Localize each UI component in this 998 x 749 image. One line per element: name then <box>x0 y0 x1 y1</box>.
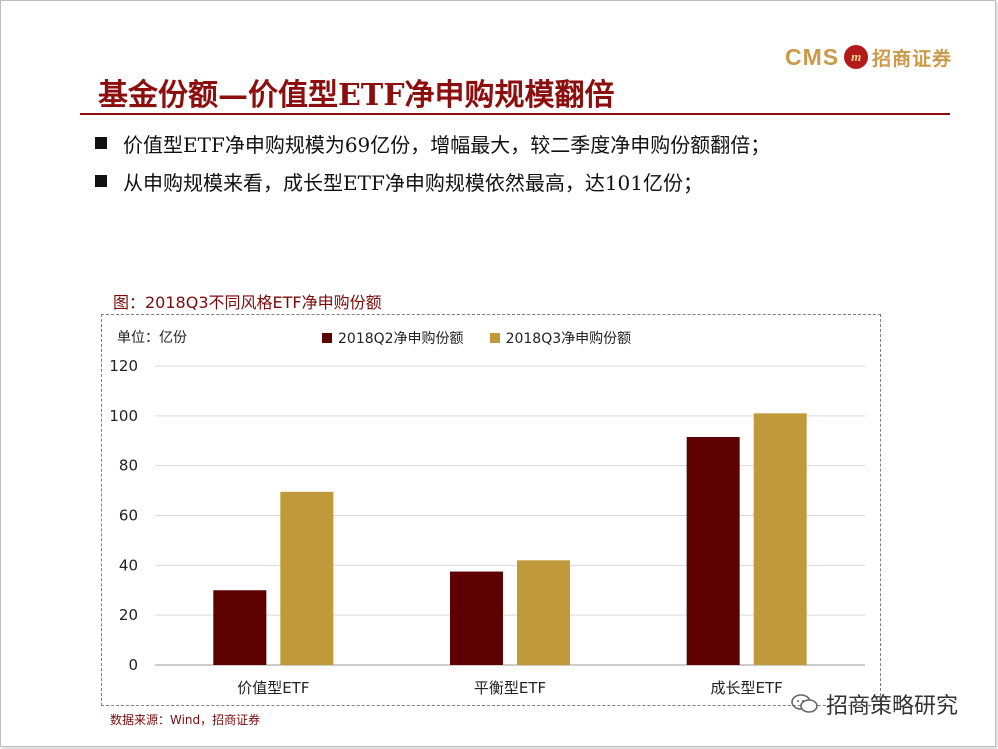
watermark-text: 招商策略研究 <box>826 694 959 719</box>
bar-q2 <box>213 590 267 665</box>
bar-q3 <box>753 413 807 665</box>
y-tick-label: 40 <box>119 556 138 574</box>
bar-q3 <box>280 491 334 665</box>
bullet-text: 从申购规模来看，成长型ETF净申购规模依然最高，达101亿份； <box>123 170 703 195</box>
bullet-square-icon <box>95 175 107 187</box>
x-tick-label: 平衡型ETF <box>474 679 546 697</box>
chart-legend: 2018Q2净申购份额 2018Q3净申购份额 <box>322 328 657 348</box>
bar-q2 <box>686 437 740 665</box>
legend-item-q3: 2018Q3净申购份额 <box>489 328 632 348</box>
legend-label-q3: 2018Q3净申购份额 <box>505 331 632 347</box>
y-tick-label: 60 <box>119 507 138 525</box>
bullet-item: 从申购规模来看，成长型ETF净申购规模依然最高，达101亿份； <box>95 162 770 200</box>
y-tick-label: 80 <box>119 457 138 475</box>
legend-swatch-q2 <box>322 333 332 343</box>
slide-title: 基金份额—价值型ETF净申购规模翻倍 <box>98 78 615 113</box>
x-tick-label: 价值型ETF <box>237 679 309 697</box>
legend-item-q2: 2018Q2净申购份额 <box>322 328 464 348</box>
x-tick-label: 成长型ETF <box>711 679 783 697</box>
logo-cms-text: CMS <box>785 43 840 70</box>
bar-q3 <box>517 560 570 665</box>
bullet-list: 价值型ETF净申购规模为69亿份，增幅最大，较二季度净申购份额翻倍； 从申购规模… <box>95 124 770 200</box>
figure-caption: 图：2018Q3不同风格ETF净申购份额 <box>113 293 382 312</box>
bar-q2 <box>450 571 503 665</box>
title-divider <box>80 113 950 115</box>
y-tick-label: 0 <box>128 656 138 674</box>
y-tick-label: 100 <box>109 407 138 425</box>
bullet-text: 价值型ETF净申购规模为69亿份，增幅最大，较二季度净申购份额翻倍； <box>123 132 771 157</box>
wechat-icon <box>791 694 818 713</box>
logo-cn-text: 招商证券 <box>872 47 953 70</box>
bullet-square-icon <box>95 137 107 149</box>
data-source: 数据来源：Wind，招商证券 <box>110 713 261 727</box>
logo-badge-icon: m <box>844 45 869 69</box>
watermark: 招商策略研究 <box>790 688 958 720</box>
legend-label-q2: 2018Q2净申购份额 <box>338 331 464 347</box>
chart-frame <box>101 314 881 706</box>
y-tick-label: 20 <box>119 606 138 624</box>
y-tick-label: 120 <box>109 357 138 375</box>
company-logo: CMS m 招商证券 <box>785 42 952 72</box>
bullet-item: 价值型ETF净申购规模为69亿份，增幅最大，较二季度净申购份额翻倍； <box>95 124 770 162</box>
legend-swatch-q3 <box>489 333 500 343</box>
unit-label: 单位：亿份 <box>117 330 187 346</box>
